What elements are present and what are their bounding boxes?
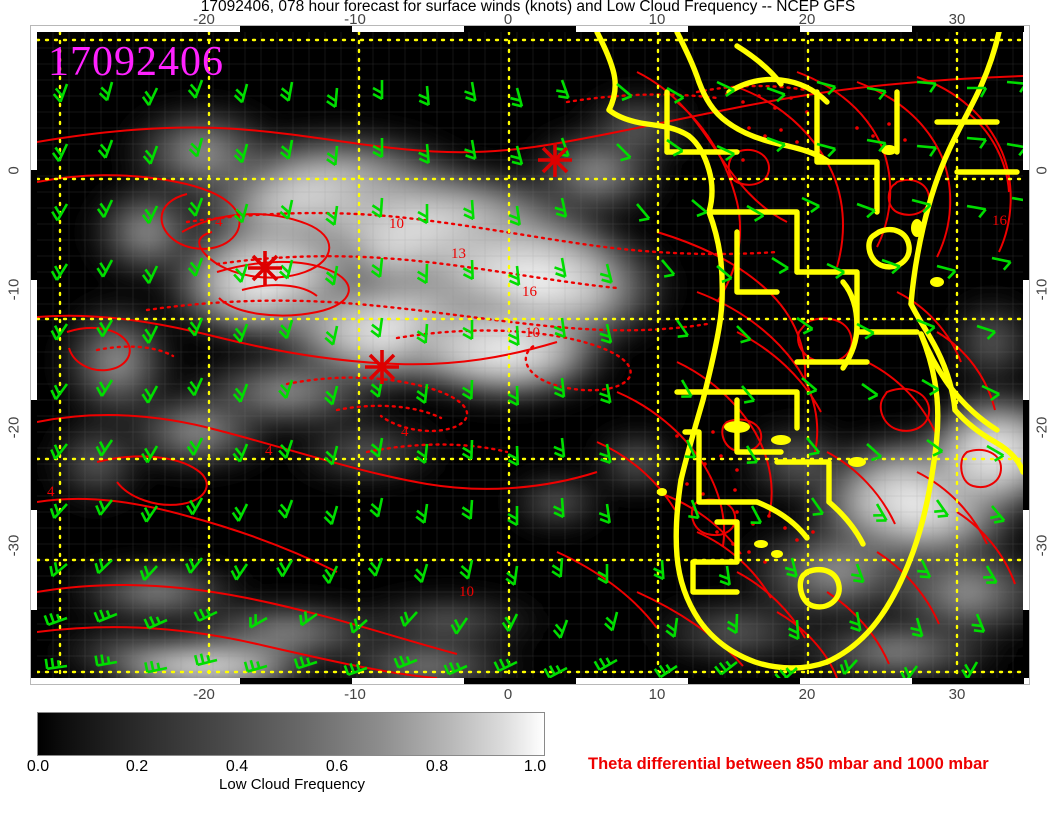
low-cloud-frequency-field [37, 82, 1023, 678]
x-tick-bottom-0: -20 [193, 686, 215, 703]
axis-tickbar-bottom [688, 678, 800, 684]
theta-contours-dotted [95, 84, 819, 454]
axis-tickbar-bottom [464, 678, 576, 684]
x-tick-bottom-1: -10 [344, 686, 366, 703]
low-cloud-frequency-colorbar [37, 712, 545, 756]
y-tick-left-2: -20 [5, 416, 23, 439]
lakes-islands [657, 145, 944, 558]
colorbar-tick-3: 0.6 [325, 758, 349, 775]
axis-tickbar-left [31, 400, 37, 510]
colorbar-tick-5: 1.0 [523, 758, 547, 775]
contour-label-10b: 10 [525, 325, 540, 341]
colorbar-tick-2: 0.4 [225, 758, 249, 775]
map-canvas[interactable]: 4 10 13 16 10 4 4 10 16 4 [37, 32, 1023, 678]
colorbar-tick-4: 0.8 [425, 758, 449, 775]
x-tick-bottom-2: 0 [503, 686, 513, 703]
x-tick-bottom-5: 30 [948, 686, 966, 703]
y-tick-right-3: -30 [1033, 534, 1051, 557]
y-tick-left-1: -10 [5, 278, 23, 301]
contour-label-16: 16 [522, 284, 538, 300]
x-tick-bottom-4: 20 [798, 686, 816, 703]
raster-grid-texture [37, 32, 1023, 678]
axis-tickbar-top [464, 26, 576, 32]
x-tick-top-4: 20 [798, 11, 816, 28]
y-tick-left-3: -30 [5, 534, 23, 557]
axis-tickbar-top [240, 26, 352, 32]
figure-title: 17092406, 078 hour forecast for surface … [200, 0, 856, 15]
y-tick-left-0: 0 [5, 166, 23, 175]
axis-tickbar-top [688, 26, 800, 32]
contour-value-labels: 4 10 13 16 10 4 4 10 16 4 [47, 213, 1008, 600]
coastline-borders [594, 32, 1023, 671]
axis-tickbar-right [1023, 400, 1029, 510]
colorbar-label: Low Cloud Frequency [219, 776, 365, 793]
contour-label-10: 10 [389, 216, 404, 232]
contour-label-4d: 4 [47, 484, 55, 500]
axis-tickbar-right [1023, 610, 1029, 678]
contour-label-10c: 10 [459, 584, 474, 600]
x-tick-top-5: 30 [948, 11, 966, 28]
axis-tickbar-bottom [912, 678, 1024, 684]
contour-label-4b: 4 [401, 424, 409, 440]
y-tick-right-1: -10 [1033, 278, 1051, 301]
forecast-date-stamp: 17092406 [48, 39, 224, 85]
x-tick-top-1: -10 [344, 11, 366, 28]
colorbar-tick-0: 0.0 [26, 758, 50, 775]
x-tick-bottom-3: 10 [648, 686, 666, 703]
axis-tickbar-left [31, 170, 37, 280]
x-tick-top-3: 10 [648, 11, 666, 28]
contour-label-13: 13 [451, 246, 466, 262]
x-tick-top-0: -20 [193, 11, 215, 28]
y-tick-right-2: -20 [1033, 416, 1051, 439]
x-tick-top-2: 0 [503, 11, 513, 28]
axis-tickbar-left [31, 610, 37, 678]
axis-tickbar-bottom [240, 678, 352, 684]
colorbar-tick-1: 0.2 [125, 758, 149, 775]
contour-label-4: 4 [215, 214, 223, 230]
axis-tickbar-right [1023, 170, 1029, 280]
contour-label-4c: 4 [265, 443, 273, 459]
contour-label-16b: 16 [992, 213, 1008, 229]
y-tick-right-0: 0 [1033, 166, 1051, 175]
axis-tickbar-top [912, 26, 1024, 32]
theta-differential-caption: Theta differential between 850 mbar and … [588, 755, 989, 773]
